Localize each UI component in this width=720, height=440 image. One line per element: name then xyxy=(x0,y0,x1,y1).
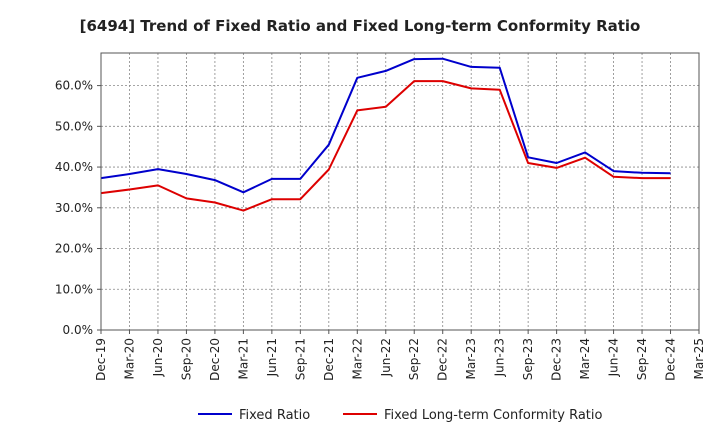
x-tick-label: Dec-23 xyxy=(550,338,564,381)
x-tick-label: Sep-22 xyxy=(407,338,421,380)
x-tick-label: Sep-21 xyxy=(293,338,307,380)
y-tick-label: 60.0% xyxy=(55,79,93,93)
x-tick-label: Jun-23 xyxy=(493,338,507,377)
x-tick-label: Mar-21 xyxy=(236,338,250,379)
x-tick-label: Mar-20 xyxy=(122,338,136,379)
y-tick-label: 50.0% xyxy=(55,119,93,133)
x-axis-ticks: Dec-19 Mar-20 Jun-20 Sep-20 Dec-20 Mar-21 Jun-… xyxy=(94,330,706,381)
legend-label-2: Fixed Long-term Conformity Ratio xyxy=(384,408,603,423)
x-tick-label: Sep-24 xyxy=(635,338,649,380)
y-axis-ticks: 0.0% 10.0% 20.0% 30.0% 40.0% 50.0% 60.0% xyxy=(55,79,101,337)
x-tick-label: Jun-24 xyxy=(607,338,621,377)
x-tick-label: Dec-19 xyxy=(94,338,108,381)
y-tick-label: 0.0% xyxy=(63,323,94,337)
legend: Fixed Ratio Fixed Long-term Conformity Ra… xyxy=(198,408,603,423)
x-tick-label: Dec-21 xyxy=(322,338,336,381)
x-tick-label: Jun-22 xyxy=(379,338,393,377)
x-tick-label: Mar-22 xyxy=(350,338,364,379)
x-tick-label: Dec-22 xyxy=(436,338,450,381)
x-tick-label: Jun-21 xyxy=(265,338,279,377)
x-tick-label: Mar-25 xyxy=(692,338,706,379)
x-tick-label: Mar-23 xyxy=(464,338,478,379)
legend-label-1: Fixed Ratio xyxy=(239,408,310,423)
series-line-2 xyxy=(100,80,671,212)
y-tick-label: 40.0% xyxy=(55,160,93,174)
series-layer xyxy=(100,57,671,212)
y-tick-label: 10.0% xyxy=(55,282,93,296)
plot-frame xyxy=(100,52,700,331)
x-tick-label: Sep-23 xyxy=(521,338,535,380)
chart-title: [6494] Trend of Fixed Ratio and Fixed Lo… xyxy=(80,17,641,35)
x-tick-label: Mar-24 xyxy=(578,338,592,379)
series-line-1 xyxy=(100,57,671,194)
x-tick-label: Dec-24 xyxy=(664,338,678,381)
x-tick-label: Sep-20 xyxy=(179,338,193,380)
y-tick-label: 30.0% xyxy=(55,201,93,215)
x-tick-label: Jun-20 xyxy=(151,338,165,377)
y-tick-label: 20.0% xyxy=(55,242,93,256)
x-tick-label: Dec-20 xyxy=(208,338,222,381)
